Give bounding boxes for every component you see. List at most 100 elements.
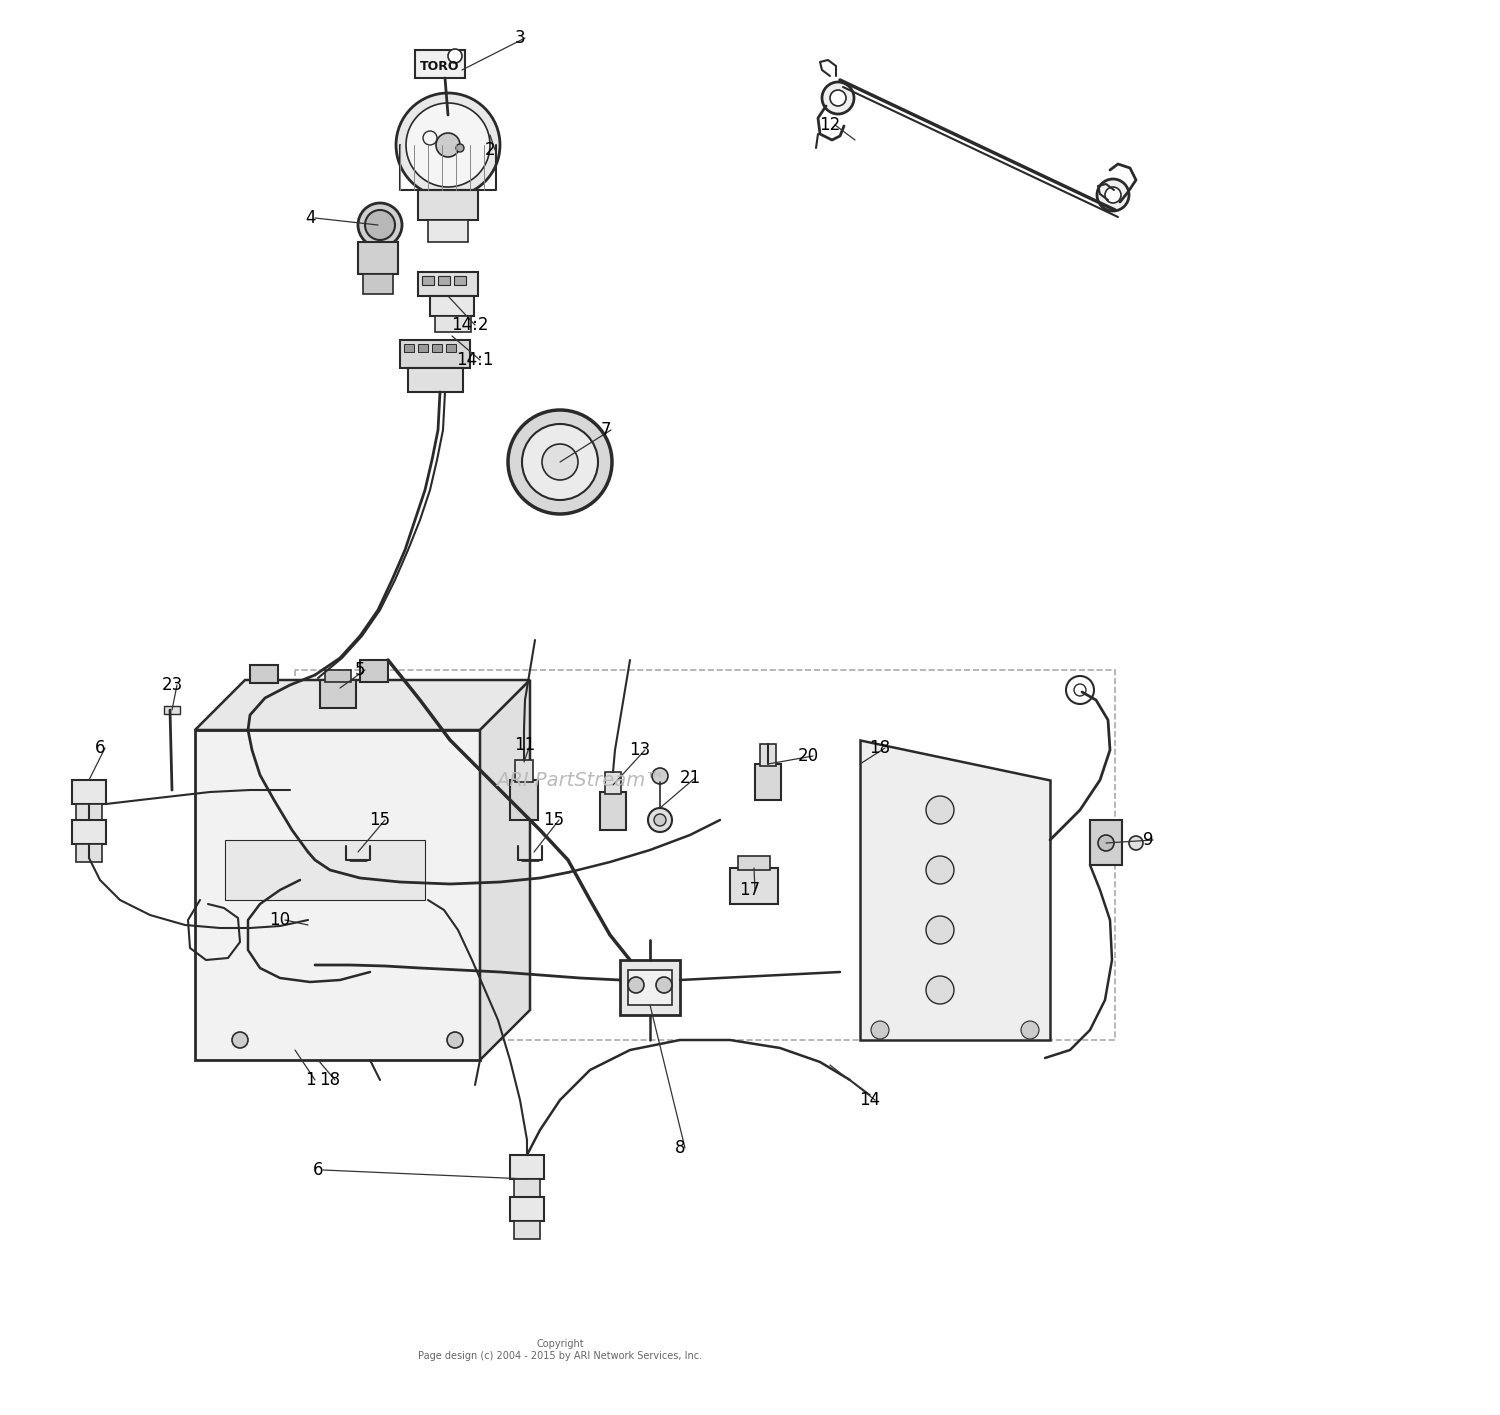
Bar: [76, 804, 102, 822]
Text: 5: 5: [356, 661, 366, 679]
Circle shape: [1096, 180, 1130, 211]
Bar: [430, 296, 474, 316]
Bar: [225, 841, 424, 900]
Circle shape: [522, 424, 599, 499]
Circle shape: [396, 93, 500, 197]
Bar: [628, 971, 672, 1005]
Bar: [72, 780, 106, 804]
Text: 18: 18: [320, 1071, 340, 1090]
Circle shape: [652, 768, 668, 784]
Polygon shape: [195, 681, 530, 730]
Bar: [419, 190, 478, 219]
Bar: [419, 272, 478, 296]
Circle shape: [822, 82, 854, 115]
Text: 1: 1: [304, 1071, 315, 1090]
Bar: [514, 760, 532, 782]
Text: 13: 13: [630, 741, 651, 758]
Text: 9: 9: [1143, 831, 1154, 849]
Text: 15: 15: [543, 811, 564, 829]
Circle shape: [1022, 1022, 1040, 1039]
Bar: [72, 821, 106, 843]
Text: 6: 6: [314, 1160, 324, 1179]
Text: 18: 18: [870, 739, 891, 757]
Circle shape: [364, 209, 394, 241]
Text: 14: 14: [859, 1091, 880, 1109]
Text: 8: 8: [675, 1139, 686, 1157]
Text: 15: 15: [369, 811, 390, 829]
Bar: [427, 219, 468, 242]
Bar: [510, 1155, 544, 1179]
Circle shape: [1074, 683, 1086, 696]
Bar: [363, 275, 393, 294]
Text: 11: 11: [514, 736, 535, 754]
Bar: [514, 1221, 540, 1240]
Bar: [754, 764, 782, 799]
Circle shape: [1130, 836, 1143, 850]
Text: 4: 4: [304, 209, 315, 226]
Bar: [1090, 821, 1122, 865]
Text: 12: 12: [819, 116, 840, 134]
Circle shape: [448, 50, 462, 64]
Polygon shape: [480, 681, 530, 1060]
Text: Copyright
Page design (c) 2004 - 2015 by ARI Network Services, Inc.: Copyright Page design (c) 2004 - 2015 by…: [419, 1339, 702, 1361]
Circle shape: [654, 814, 666, 826]
Circle shape: [926, 797, 954, 824]
Text: 3: 3: [514, 28, 525, 47]
Polygon shape: [859, 740, 1050, 1040]
Bar: [408, 368, 464, 392]
Circle shape: [926, 856, 954, 884]
Text: 10: 10: [270, 911, 291, 930]
Bar: [164, 706, 180, 715]
Circle shape: [358, 202, 402, 248]
Circle shape: [926, 916, 954, 944]
Text: 14:2: 14:2: [452, 316, 489, 334]
Text: 21: 21: [680, 768, 700, 787]
Circle shape: [232, 1032, 248, 1049]
Bar: [404, 344, 414, 352]
Bar: [320, 681, 356, 708]
Bar: [422, 276, 434, 284]
Bar: [416, 50, 465, 78]
Bar: [400, 340, 470, 368]
Circle shape: [447, 1032, 464, 1049]
Circle shape: [1106, 187, 1120, 202]
Circle shape: [628, 976, 644, 993]
Text: 2: 2: [484, 142, 495, 158]
Circle shape: [656, 976, 672, 993]
Bar: [454, 276, 466, 284]
Bar: [435, 316, 471, 333]
Circle shape: [542, 444, 578, 480]
Bar: [358, 242, 398, 275]
Bar: [510, 780, 538, 821]
Bar: [620, 959, 680, 1015]
Bar: [432, 344, 442, 352]
Text: 20: 20: [798, 747, 819, 766]
Bar: [438, 276, 450, 284]
Bar: [76, 843, 102, 862]
Text: TORO: TORO: [420, 59, 460, 72]
Bar: [446, 344, 456, 352]
Circle shape: [436, 133, 460, 157]
Text: 6: 6: [94, 739, 105, 757]
Bar: [360, 659, 388, 682]
Bar: [251, 665, 278, 683]
Bar: [760, 744, 776, 766]
Bar: [510, 1197, 544, 1221]
Circle shape: [871, 1022, 889, 1039]
Circle shape: [1066, 676, 1094, 705]
Bar: [419, 344, 428, 352]
Circle shape: [648, 808, 672, 832]
Bar: [604, 773, 621, 794]
Text: ARI PartStream™: ARI PartStream™: [495, 771, 664, 790]
Circle shape: [406, 103, 490, 187]
Circle shape: [456, 144, 464, 151]
Circle shape: [830, 91, 846, 106]
Text: 17: 17: [740, 882, 760, 899]
Circle shape: [509, 410, 612, 514]
Bar: [738, 856, 770, 870]
Circle shape: [1098, 835, 1114, 850]
Bar: [600, 792, 625, 831]
Bar: [326, 669, 351, 682]
Circle shape: [926, 976, 954, 1005]
Text: 14:1: 14:1: [456, 351, 494, 369]
